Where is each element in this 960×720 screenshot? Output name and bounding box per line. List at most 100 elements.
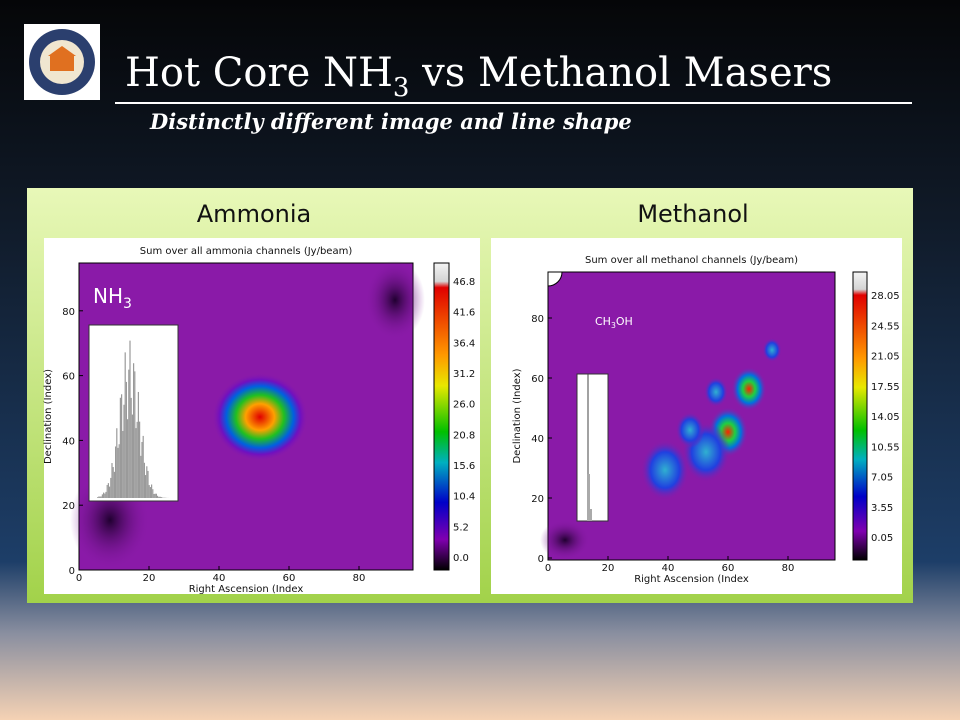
spectrum-bar	[146, 466, 148, 498]
inset-label: NH3	[93, 284, 132, 312]
dark-region	[540, 520, 590, 560]
spectrum-bar	[153, 493, 155, 498]
spectrum-bar	[109, 486, 111, 498]
colorbar-tick-label: 0.0	[453, 553, 469, 564]
inset-label-text: CH	[595, 315, 611, 328]
spectrum-bar	[133, 363, 135, 498]
heatmap-features	[540, 271, 782, 560]
y-axis-label: Declination (Index)	[43, 369, 54, 464]
spectrum-bar	[151, 484, 153, 498]
spectrum-bar	[112, 467, 114, 498]
spectrum-bar	[130, 397, 132, 498]
spectrum-bar	[122, 430, 124, 498]
title-text: vs Methanol Masers	[409, 50, 832, 96]
colorbar-tick-label: 0.05	[871, 533, 893, 544]
spectrum-bar	[136, 421, 138, 498]
colorbar-tick-label: 10.4	[453, 492, 475, 503]
inset-label: CH3OH	[595, 315, 633, 330]
y-tick-label: 40	[531, 434, 544, 445]
spectrum-bar	[121, 394, 123, 498]
spectrum-bar	[147, 470, 149, 498]
spectrum-bar	[158, 496, 160, 498]
colorbar-tick-label: 31.2	[453, 369, 475, 380]
spectrum-bar	[104, 493, 106, 498]
spectrum-bar	[115, 446, 117, 498]
panel-heading: Methanol	[637, 200, 748, 228]
x-tick-label: 80	[782, 563, 795, 574]
y-tick-label: 80	[531, 314, 544, 325]
spectrum-bar	[118, 444, 120, 498]
spectrum-bar	[143, 462, 145, 498]
title-text: Hot Core NH	[125, 50, 393, 96]
spectrum-bar	[110, 477, 112, 498]
spectrum-bar	[119, 397, 121, 498]
spectrum-bar	[142, 435, 144, 498]
spectrum-bar	[160, 496, 162, 498]
x-tick-label: 0	[76, 573, 82, 584]
y-axis-label: Declination (Index)	[512, 368, 523, 463]
colorbar-tick-label: 26.0	[453, 400, 475, 411]
colorbar-tick-label: 20.8	[453, 430, 475, 441]
spectrum-bar	[103, 492, 105, 498]
emission	[675, 412, 705, 448]
spectrum-bar	[117, 447, 119, 498]
y-tick-label: 0	[538, 554, 544, 565]
y-tick-label: 60	[62, 372, 75, 383]
spectrum-bar	[137, 391, 139, 498]
colorbar-tick-label: 10.55	[871, 442, 900, 453]
emission	[641, 440, 689, 500]
title-subscript: 3	[393, 73, 410, 103]
colorbar	[433, 262, 450, 571]
figure-panel: Methanol Sum over all methanol channels (…	[491, 200, 902, 594]
x-tick-label: 20	[143, 573, 156, 584]
spectrum-bar	[141, 441, 143, 498]
emission	[704, 377, 728, 407]
spectrum-bar	[98, 496, 100, 498]
x-axis-label: Right Ascension (Index	[189, 584, 304, 595]
spectrum-bar	[127, 419, 129, 498]
colorbar-tick-label: 41.6	[453, 308, 475, 319]
colorbar-tick-label: 36.4	[453, 338, 475, 349]
spectrum-bar	[149, 487, 151, 498]
spectrum-bar	[155, 493, 157, 498]
colorbar	[852, 271, 868, 561]
colorbar-tick-label: 5.2	[453, 522, 469, 533]
x-axis-label: Right Ascension (Index	[634, 574, 749, 585]
spectrum-bar	[139, 421, 141, 498]
inset-label-text: OH	[616, 315, 633, 328]
colorbar-tick-label: 14.05	[871, 412, 900, 423]
spectrum-bar	[107, 483, 109, 498]
inset-label-subscript: 3	[123, 296, 132, 312]
colorbar-tick-label: 17.55	[871, 382, 900, 393]
logo	[24, 24, 100, 100]
spectrum-bar	[99, 496, 101, 498]
spectrum-bar	[113, 471, 115, 498]
spectrum-bar	[129, 340, 131, 498]
plot-title: Sum over all methanol channels (Jy/beam)	[585, 255, 798, 266]
spectrum-bar	[148, 485, 150, 498]
spectrum-bar	[111, 463, 113, 498]
spectrum-bar	[124, 352, 126, 498]
x-tick-label: 60	[722, 563, 735, 574]
spectrum-bar	[135, 428, 137, 498]
spectrum-bar	[152, 489, 154, 498]
title: Hot Core NH3 vs Methanol Masers	[125, 50, 832, 103]
x-tick-label: 40	[213, 573, 226, 584]
spectrum-bar	[145, 475, 147, 498]
x-tick-label: 80	[353, 573, 366, 584]
colorbar-tick-label: 24.55	[871, 321, 900, 332]
x-tick-label: 60	[283, 573, 296, 584]
panel-heading: Ammonia	[197, 200, 311, 228]
spectrum-bar	[131, 414, 133, 498]
y-tick-label: 60	[531, 374, 544, 385]
y-tick-label: 20	[531, 494, 544, 505]
colorbar-tick-label: 15.6	[453, 461, 475, 472]
colorbar-tick-label: 28.05	[871, 291, 900, 302]
emission	[731, 367, 767, 411]
corner-mask	[547, 271, 563, 287]
spectrum-bar	[154, 493, 156, 498]
emission	[762, 338, 782, 362]
spectrum-bar	[590, 509, 592, 521]
inset-spectrum	[576, 373, 609, 522]
